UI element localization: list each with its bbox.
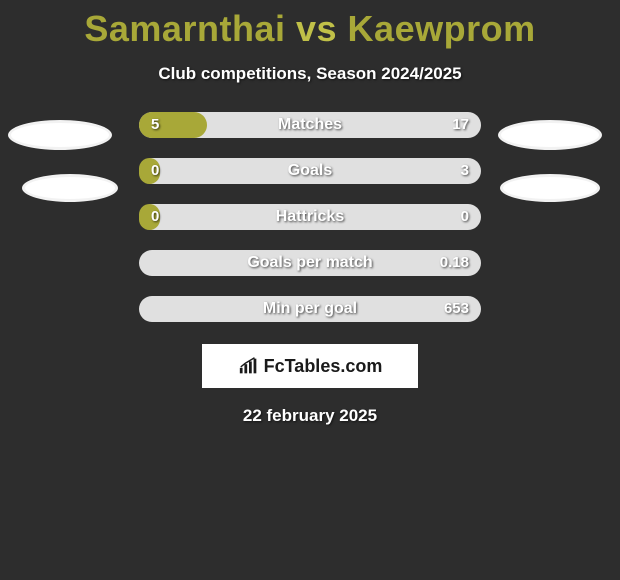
- stat-value-right: 0.18: [440, 250, 469, 276]
- logo-placeholder-ellipse: [498, 120, 602, 150]
- stat-value-left: 5: [151, 112, 159, 138]
- bar-right: [139, 158, 481, 184]
- footer-date: 22 february 2025: [243, 406, 377, 426]
- bar-right: [139, 296, 481, 322]
- subtitle: Club competitions, Season 2024/2025: [158, 64, 461, 84]
- page-title: Samarnthai vs Kaewprom: [84, 8, 535, 50]
- title-right: Kaewprom: [348, 8, 536, 49]
- stat-row: Hattricks00: [139, 204, 481, 230]
- bar-right: [139, 204, 481, 230]
- watermark: FcTables.com: [202, 344, 418, 388]
- logo-placeholder-ellipse: [500, 174, 600, 202]
- stat-row: Matches517: [139, 112, 481, 138]
- watermark-text: FcTables.com: [264, 356, 383, 377]
- stat-value-right: 3: [461, 158, 469, 184]
- stat-value-right: 17: [452, 112, 469, 138]
- logo-placeholder-ellipse: [8, 120, 112, 150]
- stat-row: Goals03: [139, 158, 481, 184]
- stat-row: Goals per match0.18: [139, 250, 481, 276]
- bar-right: [139, 250, 481, 276]
- stat-value-right: 653: [444, 296, 469, 322]
- title-vs: vs: [296, 8, 337, 49]
- title-left: Samarnthai: [84, 8, 285, 49]
- logo-placeholder-ellipse: [22, 174, 118, 202]
- bar-left: [139, 112, 207, 138]
- bars-container: Matches517Goals03Hattricks00Goals per ma…: [139, 112, 481, 322]
- stat-value-right: 0: [461, 204, 469, 230]
- stat-row: Min per goal653: [139, 296, 481, 322]
- stat-value-left: 0: [151, 204, 159, 230]
- stat-value-left: 0: [151, 158, 159, 184]
- chart-icon: [238, 356, 260, 376]
